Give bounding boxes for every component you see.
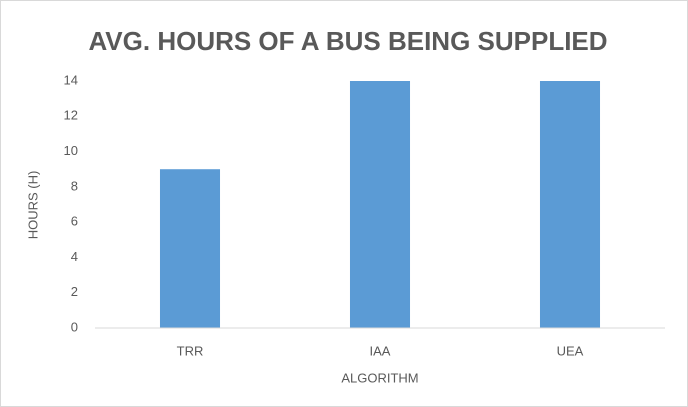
y-tick-label: 12 bbox=[64, 108, 78, 123]
bar bbox=[159, 169, 221, 328]
bar bbox=[349, 81, 411, 328]
y-tick-label: 6 bbox=[71, 214, 78, 229]
x-tick-label: IAA bbox=[370, 343, 391, 358]
y-tick-label: 10 bbox=[64, 143, 78, 158]
y-tick-label: 0 bbox=[71, 319, 78, 334]
x-tick-label: TRR bbox=[177, 343, 204, 358]
bar bbox=[539, 81, 601, 328]
y-tick-label: 4 bbox=[71, 249, 78, 264]
x-axis-label: ALGORITHM bbox=[341, 370, 418, 385]
x-tick-label: UEA bbox=[557, 343, 584, 358]
y-tick-label: 2 bbox=[71, 284, 78, 299]
y-tick-label: 8 bbox=[71, 178, 78, 193]
y-tick-label: 14 bbox=[64, 72, 78, 87]
y-axis-label: HOURS (H) bbox=[25, 171, 40, 240]
chart-title: AVG. HOURS OF A BUS BEING SUPPLIED bbox=[88, 26, 607, 56]
